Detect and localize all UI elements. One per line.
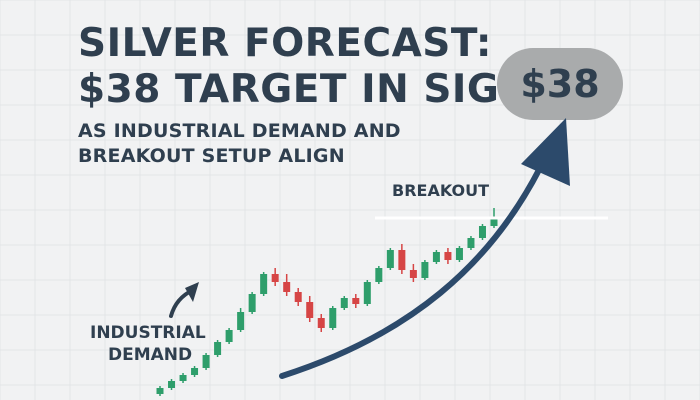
candle-bullish bbox=[248, 294, 256, 312]
candle-bullish bbox=[363, 282, 371, 304]
candle-bullish bbox=[421, 262, 429, 278]
candle-bullish bbox=[191, 368, 199, 375]
candle-bearish bbox=[306, 302, 314, 318]
candle-bullish bbox=[375, 268, 383, 282]
curved-arrow-head-icon bbox=[521, 118, 570, 186]
candle-bullish bbox=[156, 388, 164, 394]
industrial-demand-label-line-1: INDUSTRIAL bbox=[90, 323, 206, 343]
candle-bullish bbox=[237, 312, 245, 330]
curved-arrow-icon bbox=[279, 165, 543, 379]
candle-bullish bbox=[455, 248, 463, 260]
candle-bearish bbox=[283, 282, 291, 292]
breakout-label: BREAKOUT bbox=[392, 181, 489, 200]
candles-group bbox=[156, 208, 498, 396]
candle-bullish bbox=[179, 375, 187, 381]
subheadline-line-2: BREAKOUT SETUP ALIGN bbox=[78, 145, 345, 167]
up-arrow-head-icon bbox=[185, 282, 199, 302]
candle-bullish bbox=[340, 298, 348, 308]
candle-bullish bbox=[329, 308, 337, 328]
candle-bullish bbox=[386, 250, 394, 268]
candle-bearish bbox=[317, 318, 325, 328]
candle-bearish bbox=[294, 292, 302, 302]
candle-bearish bbox=[398, 250, 406, 270]
candle-bearish bbox=[352, 298, 360, 304]
subheadline-line-1: AS INDUSTRIAL DEMAND AND bbox=[78, 120, 401, 142]
candle-bullish bbox=[432, 252, 440, 262]
candle-bearish bbox=[409, 270, 417, 278]
candle-bearish bbox=[271, 274, 279, 282]
candle-bullish bbox=[260, 274, 268, 294]
industrial-demand-label-line-2: DEMAND bbox=[108, 345, 192, 365]
candle-bullish bbox=[467, 238, 475, 248]
price-target-badge: $38 bbox=[497, 48, 623, 120]
candle-bullish bbox=[214, 342, 222, 355]
candle-bullish bbox=[168, 381, 176, 388]
candle-bullish bbox=[490, 218, 498, 226]
candle-bullish bbox=[225, 330, 233, 342]
candle-bullish bbox=[202, 355, 210, 368]
candle-bearish bbox=[444, 252, 452, 260]
candle-bullish bbox=[478, 226, 486, 238]
price-target-label: $38 bbox=[520, 62, 600, 106]
headline-line-2: $38 TARGET IN SIGHT bbox=[78, 67, 560, 112]
headline-line-1: SILVER FORECAST: bbox=[78, 21, 492, 66]
